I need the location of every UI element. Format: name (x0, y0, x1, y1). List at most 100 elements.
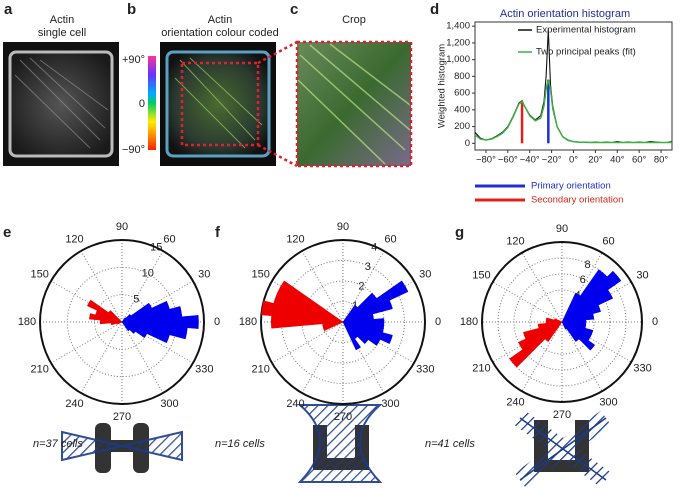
radial-tick-label: 8 (585, 259, 591, 271)
x-tick-label: 20° (588, 155, 603, 166)
panel-label: c (290, 1, 298, 18)
panel-label: a (4, 1, 13, 18)
angle-tick-label: 270 (553, 409, 571, 421)
zoom-line (257, 40, 298, 168)
panel-label: b (127, 1, 136, 18)
legend-label: Secondary orientation (531, 195, 623, 206)
cell-image (160, 42, 276, 166)
angle-tick-label: 180 (239, 316, 257, 328)
legend-label: Experimental histogram (536, 25, 636, 36)
chart-title: Actin orientation histogram (500, 8, 630, 20)
rose-wedge (561, 321, 594, 336)
cell-schematic (61, 423, 183, 473)
cell-schematic (297, 404, 383, 483)
rose-wedge (561, 270, 622, 323)
angle-tick-label: 210 (31, 363, 49, 375)
panel-title: Actin (50, 14, 74, 26)
angle-tick-label: 300 (160, 398, 178, 410)
angle-spoke (50, 321, 123, 364)
rose-wedge (86, 299, 123, 323)
rose-wedge (561, 292, 581, 323)
angle-tick-label: 240 (506, 396, 524, 408)
angle-tick-label: 270 (334, 411, 352, 423)
radial-grid (513, 273, 611, 371)
radial-tick-label: 4 (371, 242, 377, 254)
y-tick-label: 200 (454, 121, 470, 132)
angle-tick-label: 180 (460, 316, 478, 328)
angle-tick-label: 60 (602, 235, 614, 247)
rose-wedge (342, 321, 361, 351)
rose-wedge (561, 269, 608, 323)
y-tick-label: 800 (454, 71, 470, 82)
angle-tick-label: 0 (435, 316, 441, 328)
panel-label: f (215, 224, 221, 241)
panel-title: Crop (342, 14, 366, 26)
angle-spoke (492, 281, 563, 323)
rose-wedge (342, 321, 393, 344)
y-tick-label: 600 (454, 88, 470, 99)
angle-tick-label: 330 (416, 363, 434, 375)
angle-tick-label: 60 (163, 234, 175, 246)
y-tick-label: 1,400 (446, 21, 470, 32)
angle-tick-label: 240 (65, 398, 83, 410)
polar-frame (481, 241, 643, 403)
angle-spoke (301, 321, 344, 394)
radial-tick-label: 2 (358, 281, 364, 293)
angle-tick-label: 0 (214, 316, 220, 328)
panel-label: d (430, 1, 439, 18)
angle-tick-label: 90 (556, 223, 568, 235)
rose-wedge (342, 292, 377, 323)
x-tick-label: −40° (520, 155, 540, 166)
polar-frame (39, 239, 205, 405)
rose-wedge (342, 318, 385, 326)
rose-wedge (322, 321, 344, 331)
angle-tick-label: 30 (198, 268, 210, 280)
angle-tick-label: 240 (286, 398, 304, 410)
angle-tick-label: 330 (195, 363, 213, 375)
crop-image (295, 40, 413, 168)
y-tick-label: 400 (454, 104, 470, 115)
angle-spoke (561, 321, 603, 392)
angle-tick-label: 0 (652, 316, 658, 328)
caption: n=37 cells (33, 438, 83, 450)
legend-label: Primary orientation (531, 181, 611, 192)
angle-tick-label: 180 (18, 316, 36, 328)
panel-label: g (455, 224, 464, 241)
polar-frame (260, 239, 426, 405)
panel-title: Actin (208, 14, 232, 26)
rose-wedge (121, 302, 153, 323)
cell-schematic (514, 410, 612, 488)
x-tick-label: 60° (632, 155, 647, 166)
angle-spoke (521, 321, 563, 392)
x-tick-label: −80° (476, 155, 496, 166)
angle-tick-label: 90 (116, 221, 128, 233)
angle-tick-label: 60 (384, 234, 396, 246)
y-tick-label: 1,000 (446, 54, 470, 65)
rose-wedge (116, 321, 123, 325)
angle-tick-label: 300 (599, 396, 617, 408)
y-axis-label: Weighted histogram (437, 44, 448, 128)
radial-grid (529, 289, 595, 355)
angle-tick-label: 300 (381, 398, 399, 410)
angle-spoke (271, 321, 344, 364)
colorbar (148, 56, 156, 150)
angle-tick-label: 150 (31, 268, 49, 280)
radial-tick-label: 3 (365, 261, 371, 273)
rose-wedge (121, 300, 170, 323)
angle-spoke (561, 321, 632, 363)
rose-wedge (121, 315, 199, 329)
cell-image (3, 42, 119, 166)
colorbar-label: 0 (139, 98, 145, 110)
angle-spoke (80, 321, 123, 394)
panel-label: e (3, 224, 11, 241)
colorbar-label: +90° (122, 54, 145, 66)
x-tick-label: 40° (610, 155, 625, 166)
rose-wedge (89, 313, 123, 323)
caption: n=41 cells (425, 438, 475, 450)
angle-tick-label: 30 (636, 269, 648, 281)
caption: n=16 cells (215, 438, 265, 450)
radial-grid (497, 257, 627, 387)
series-line (474, 79, 672, 144)
angle-tick-label: 90 (337, 221, 349, 233)
